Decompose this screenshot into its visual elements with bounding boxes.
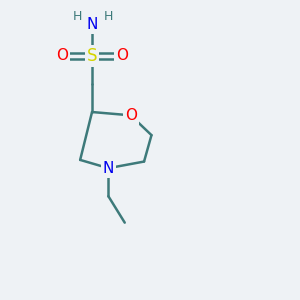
Text: O: O: [56, 48, 68, 63]
Text: H: H: [104, 10, 113, 23]
Text: S: S: [87, 47, 97, 65]
Text: O: O: [125, 108, 137, 123]
Text: H: H: [73, 10, 82, 23]
Text: N: N: [86, 17, 98, 32]
Text: O: O: [116, 48, 128, 63]
Text: N: N: [103, 161, 114, 176]
